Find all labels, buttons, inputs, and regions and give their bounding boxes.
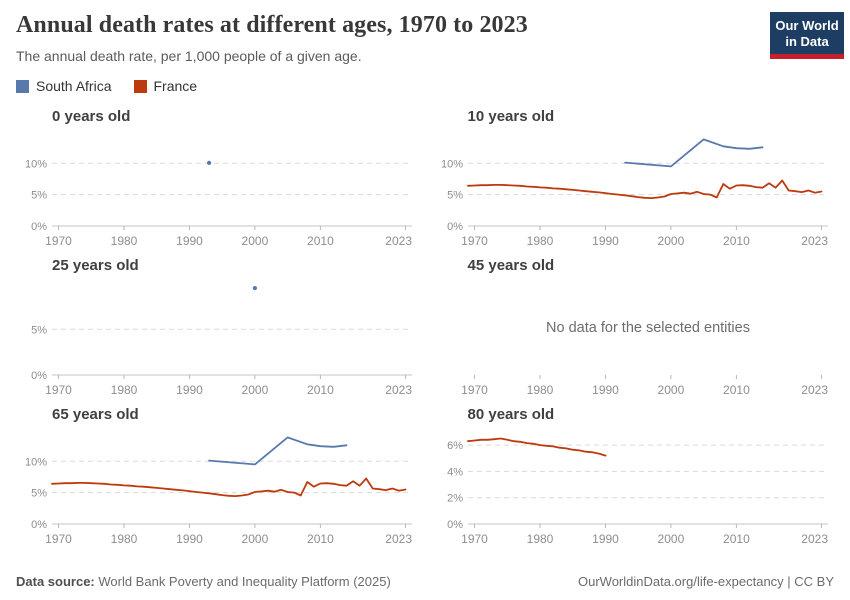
y-axis-tick-label: 0% bbox=[31, 370, 47, 382]
panel-title: 65 years old bbox=[52, 406, 139, 423]
chart-header: Annual death rates at different ages, 19… bbox=[0, 0, 850, 64]
panel-title: 0 years old bbox=[52, 108, 131, 125]
legend-swatch-france bbox=[133, 79, 147, 93]
y-axis-tick-label: 0% bbox=[447, 519, 463, 531]
legend: South Africa France bbox=[0, 64, 850, 94]
x-axis-tick-label: 2010 bbox=[307, 532, 334, 546]
x-axis-tick-label: 2000 bbox=[242, 234, 269, 248]
x-axis-tick-label: 1990 bbox=[176, 532, 203, 546]
y-axis-tick-label: 5% bbox=[31, 324, 47, 336]
x-axis-tick-label: 2000 bbox=[242, 383, 269, 397]
no-data-message: No data for the selected entities bbox=[546, 320, 750, 336]
x-axis-tick-label: 1980 bbox=[526, 234, 553, 248]
legend-item-france: France bbox=[133, 78, 198, 94]
x-axis-tick-label: 1980 bbox=[111, 532, 138, 546]
series-south-africa-line bbox=[623, 138, 763, 168]
x-axis-tick-label: 2023 bbox=[385, 234, 412, 248]
x-axis-tick-label: 1990 bbox=[176, 234, 203, 248]
x-axis-tick-label: 1970 bbox=[45, 532, 72, 546]
x-axis-tick-label: 1970 bbox=[45, 383, 72, 397]
legend-item-south-africa: South Africa bbox=[16, 78, 112, 94]
x-axis-tick-label: 2000 bbox=[657, 532, 684, 546]
chart-canvas-65-years: 0% 5% 10% 1970 1980 1990 2000 2010 2023 bbox=[25, 436, 412, 546]
y-axis-tick-label: 10% bbox=[25, 456, 47, 468]
panel-title: 80 years old bbox=[467, 406, 555, 423]
x-axis-tick-label: 1990 bbox=[592, 234, 619, 248]
x-axis-tick-label: 1990 bbox=[592, 383, 619, 397]
y-axis-tick-label: 2% bbox=[447, 493, 463, 505]
x-axis-tick-label: 1970 bbox=[461, 234, 488, 248]
data-source-label: Data source: bbox=[16, 574, 95, 589]
chart-canvas-25-years: 0% 5% 1970 1980 1990 2000 2010 2023 bbox=[31, 286, 412, 397]
y-axis-tick-label: 5% bbox=[31, 488, 47, 500]
chart-panel-45-years: 45 years old 1970 1980 1990 2000 2010 2023 No … bbox=[432, 249, 835, 398]
owid-logo-line1: Our World bbox=[775, 18, 839, 33]
series-south-africa-line bbox=[208, 436, 348, 466]
series-france-line bbox=[466, 179, 822, 199]
x-axis-tick-label: 2010 bbox=[307, 383, 334, 397]
legend-label-france: France bbox=[153, 78, 198, 94]
owid-logo[interactable]: Our World in Data bbox=[770, 12, 844, 60]
owid-logo-line2: in Data bbox=[785, 33, 829, 49]
x-axis-tick-label: 2023 bbox=[801, 234, 828, 248]
y-axis-tick-label: 5% bbox=[31, 190, 47, 202]
legend-label-south-africa: South Africa bbox=[36, 78, 112, 94]
series-france-line bbox=[466, 437, 606, 457]
x-axis-tick-label: 2000 bbox=[657, 234, 684, 248]
series-south-africa-point bbox=[252, 286, 257, 291]
legend-swatch-south-africa bbox=[16, 79, 29, 93]
y-axis-tick-label: 10% bbox=[25, 158, 47, 170]
x-axis-tick-label: 2023 bbox=[385, 532, 412, 546]
x-axis-tick-label: 1970 bbox=[461, 532, 488, 546]
page-title: Annual death rates at different ages, 19… bbox=[16, 12, 528, 38]
chart-panel-0-years: 0 years old 0% 5% 10% 1970 1980 1990 2000 2010 2… bbox=[16, 100, 419, 249]
panel-title: 10 years old bbox=[467, 108, 555, 125]
y-axis-tick-label: 5% bbox=[447, 190, 463, 202]
x-axis-tick-label: 1980 bbox=[526, 532, 553, 546]
y-axis-tick-label: 6% bbox=[447, 440, 463, 452]
x-axis-tick-label: 1980 bbox=[526, 383, 553, 397]
x-axis-tick-label: 1980 bbox=[111, 383, 138, 397]
series-south-africa-point bbox=[207, 160, 212, 165]
credit-link[interactable]: OurWorldinData.org/life-expectancy | CC … bbox=[577, 574, 834, 589]
x-axis-tick-label: 2010 bbox=[723, 383, 750, 397]
chart-panel-10-years: 10 years old 0% 5% 10% 1970 1980 1990 2000 2010… bbox=[432, 100, 835, 249]
panel-title: 45 years old bbox=[467, 257, 555, 274]
x-axis-tick-label: 2023 bbox=[801, 383, 828, 397]
x-axis-tick-label: 2000 bbox=[657, 383, 684, 397]
x-axis-tick-label: 1980 bbox=[111, 234, 138, 248]
chart-canvas-45-years: 1970 1980 1990 2000 2010 2023 No data for the … bbox=[461, 320, 828, 397]
x-axis-tick-label: 1990 bbox=[592, 532, 619, 546]
x-axis-tick-label: 2010 bbox=[307, 234, 334, 248]
page-subtitle: The annual death rate, per 1,000 people … bbox=[16, 48, 362, 64]
x-axis-tick-label: 1970 bbox=[461, 383, 488, 397]
data-source: Data source: World Bank Poverty and Ineq… bbox=[16, 574, 391, 589]
chart-canvas-0-years: 0% 5% 10% 1970 1980 1990 2000 2010 2023 bbox=[25, 158, 412, 248]
charts-grid: 0 years old 0% 5% 10% 1970 1980 1990 2000 2010 2… bbox=[0, 94, 850, 547]
x-axis-tick-label: 2023 bbox=[801, 532, 828, 546]
x-axis-tick-label: 2010 bbox=[723, 234, 750, 248]
footer: Data source: World Bank Poverty and Ineq… bbox=[0, 574, 850, 589]
panel-title: 25 years old bbox=[52, 257, 139, 274]
y-axis-tick-label: 0% bbox=[31, 221, 47, 233]
chart-panel-25-years: 25 years old 0% 5% 1970 1980 1990 2000 2010 202… bbox=[16, 249, 419, 398]
x-axis-tick-label: 1990 bbox=[176, 383, 203, 397]
chart-canvas-10-years: 0% 5% 10% 1970 1980 1990 2000 2010 2023 bbox=[440, 138, 828, 248]
y-axis-tick-label: 10% bbox=[440, 158, 462, 170]
x-axis-tick-label: 2000 bbox=[242, 532, 269, 546]
y-axis-tick-label: 4% bbox=[447, 466, 463, 478]
y-axis-tick-label: 0% bbox=[447, 221, 463, 233]
chart-canvas-80-years: 0% 2% 4% 6% 1970 1980 1990 2000 2010 2023 bbox=[447, 437, 828, 546]
chart-panel-65-years: 65 years old 0% 5% 10% 1970 1980 1990 2000 2010… bbox=[16, 398, 419, 547]
data-source-value: World Bank Poverty and Inequality Platfo… bbox=[94, 574, 391, 589]
chart-panel-80-years: 80 years old 0% 2% 4% 6% 1970 1980 1990 2000 201… bbox=[432, 398, 835, 547]
x-axis-tick-label: 2010 bbox=[723, 532, 750, 546]
y-axis-tick-label: 0% bbox=[31, 519, 47, 531]
series-france-line bbox=[51, 477, 407, 497]
x-axis-tick-label: 1970 bbox=[45, 234, 72, 248]
x-axis-tick-label: 2023 bbox=[385, 383, 412, 397]
